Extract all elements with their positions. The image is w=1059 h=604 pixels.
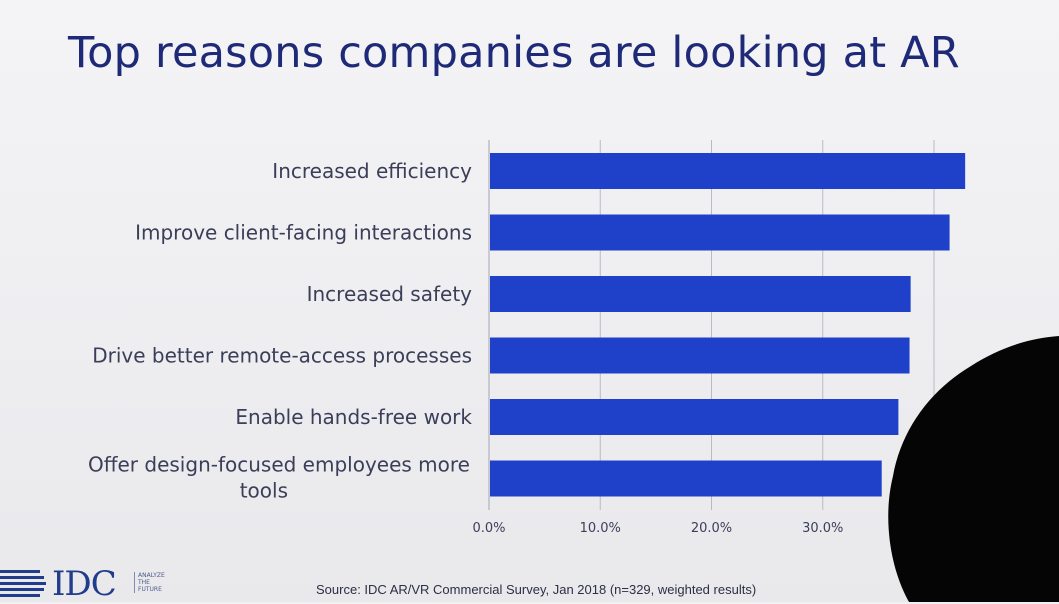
category-label: Increased safety	[307, 282, 473, 306]
bar	[490, 276, 911, 312]
bar	[490, 399, 899, 435]
idc-logo: IDC ANALYZE THE FUTURE	[0, 564, 180, 604]
idc-brand: IDC	[52, 564, 117, 604]
bar	[490, 460, 882, 497]
idc-tagline-line: FUTURE	[138, 586, 162, 593]
idc-tagline-line: ANALYZE	[138, 572, 165, 579]
x-tick-label: 0.0%	[472, 521, 505, 536]
category-label: Improve client-facing interactions	[135, 221, 472, 245]
slide-title: Top reasons companies are looking at AR	[68, 28, 960, 78]
audience-head-silhouette	[888, 336, 1059, 602]
idc-tagline: ANALYZE THE FUTURE	[134, 572, 178, 593]
bar	[490, 214, 950, 251]
bar	[490, 153, 966, 189]
category-label: Enable hands-free work	[235, 405, 472, 429]
bar	[490, 337, 910, 374]
idc-globe-icon	[0, 570, 46, 597]
x-tick-label: 30.0%	[802, 521, 843, 536]
category-label: Offer design-focused employees more	[88, 453, 470, 477]
x-tick-label: 10.0%	[580, 521, 621, 536]
x-tick-label: 20.0%	[691, 521, 732, 536]
source-note: Source: IDC AR/VR Commercial Survey, Jan…	[316, 582, 757, 597]
category-label-line2: tools	[240, 479, 288, 503]
idc-tagline-line: THE	[138, 579, 150, 586]
category-label: Drive better remote-access processes	[92, 344, 472, 368]
category-label: Increased efficiency	[272, 159, 472, 183]
